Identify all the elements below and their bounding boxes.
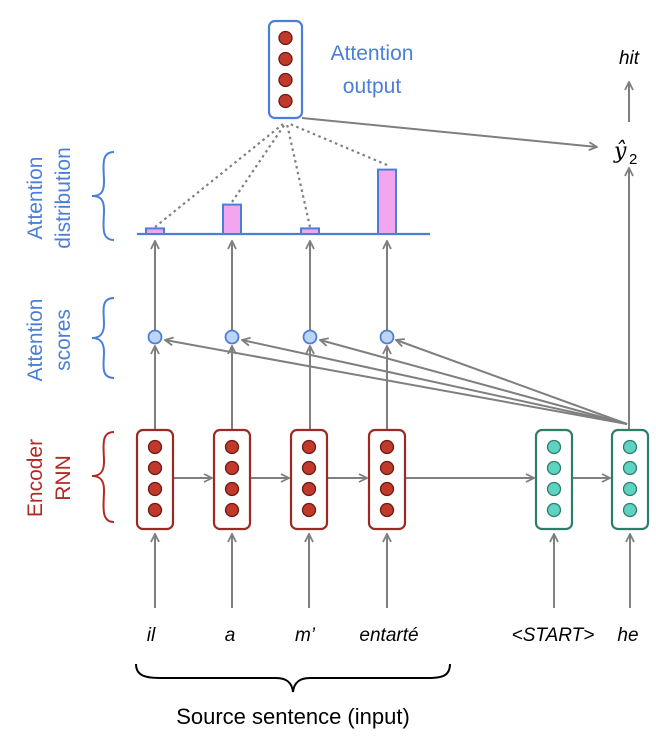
attention-output-unit: [278, 93, 293, 109]
encoder-unit: [379, 502, 395, 518]
encoder-unit: [147, 439, 163, 455]
output-word: hit: [619, 48, 640, 69]
attention-score-nodes: [147, 329, 395, 345]
attention-scores-label-line1: Attention: [24, 299, 47, 382]
encoder-hidden-state-frame: [135, 428, 175, 531]
decoder-input-word: <START>: [512, 625, 595, 646]
attention-distribution-label-line1: Attention: [24, 157, 47, 240]
attention-distribution-bar: [300, 227, 320, 235]
encoder-hidden-states: [135, 428, 407, 531]
decoder-hidden-state: [610, 428, 650, 531]
decoder-unit: [622, 460, 638, 476]
attention-output-label-line2: output: [343, 75, 402, 98]
source-word: il: [147, 625, 156, 646]
encoder-unit: [224, 502, 240, 518]
encoder-hidden-state: [367, 428, 407, 531]
attention-output-box: [267, 19, 304, 120]
input-arrows: [155, 534, 630, 608]
decoder-unit: [622, 481, 638, 497]
encoder-unit: [147, 460, 163, 476]
attention-output-label-line1: Attention: [331, 42, 414, 65]
decoder-hidden-state: [534, 428, 574, 531]
attention-scores-label-line2: scores: [52, 309, 75, 371]
encoder-hidden-state: [135, 428, 175, 531]
decoder-unit: [546, 502, 562, 518]
decoder-unit: [546, 481, 562, 497]
encoder-unit: [147, 502, 163, 518]
attention-score-node: [379, 329, 395, 345]
weighting-line: [231, 123, 286, 203]
attention-distribution-label-line2: distribution: [52, 147, 75, 249]
attention-output-unit: [278, 30, 293, 46]
encoder-rnn-label-line2: RNN: [52, 455, 75, 501]
attention-scores-brace: [91, 297, 115, 379]
attention-output-frame: [267, 19, 304, 120]
attention-output-unit: [278, 51, 293, 67]
attention-output-unit: [278, 72, 293, 88]
attention-distribution-label: Attention distribution: [24, 147, 75, 249]
attention-distribution-bars: [145, 168, 397, 236]
source-word: a: [225, 625, 236, 646]
encoder-hidden-state-frame: [289, 428, 329, 531]
source-word: m’: [295, 625, 316, 646]
encoder-hidden-state: [289, 428, 329, 531]
decoder-input-word: he: [617, 625, 638, 646]
encoder-hidden-state-frame: [367, 428, 407, 531]
attention-score-node: [302, 329, 318, 345]
encoder-to-score-arrows: [155, 346, 387, 430]
weighting-line: [285, 123, 312, 228]
dot-product-arrow: [320, 340, 628, 425]
encoder-unit: [379, 439, 395, 455]
decoder-unit: [622, 502, 638, 518]
dot-product-arrow: [242, 340, 628, 425]
attention-output-to-prediction-arrow: [301, 117, 597, 147]
attention-distribution-bar: [222, 203, 242, 236]
encoder-unit: [301, 481, 317, 497]
attention-score-node: [224, 329, 240, 345]
attention-distribution-bar: [145, 227, 165, 235]
encoder-rnn-brace: [91, 431, 115, 523]
dot-product-arrow: [396, 340, 628, 425]
encoder-unit: [224, 481, 240, 497]
decoder-hidden-state-frame: [534, 428, 574, 531]
dot-product-arrow: [165, 340, 628, 425]
decoder-to-score-arrows: [165, 340, 628, 425]
encoder-unit: [379, 460, 395, 476]
attention-weighting-lines: [154, 122, 388, 228]
encoder-unit: [147, 481, 163, 497]
encoder-hidden-state-frame: [212, 428, 252, 531]
prediction-symbol: ŷ: [613, 139, 627, 164]
source-sentence-brace: [135, 663, 451, 693]
score-to-distribution-arrows: [155, 241, 387, 330]
decoder-unit: [546, 460, 562, 476]
encoder-hidden-state: [212, 428, 252, 531]
attention-score-node: [147, 329, 163, 345]
encoder-rnn-label: Encoder RNN: [24, 439, 75, 517]
weighting-line: [289, 122, 388, 167]
source-sentence-label: Source sentence (input): [176, 704, 410, 729]
encoder-unit: [224, 439, 240, 455]
encoder-rnn-label-line1: Encoder: [24, 439, 47, 517]
encoder-unit: [301, 460, 317, 476]
source-word: entarté: [359, 625, 418, 646]
weighting-line: [154, 123, 284, 228]
attention-distribution-brace: [91, 151, 115, 241]
decoder-unit: [546, 439, 562, 455]
prediction-subscript: 2: [629, 151, 637, 168]
encoder-unit: [379, 481, 395, 497]
decoder-hidden-states: [534, 428, 650, 531]
decoder-unit: [622, 439, 638, 455]
attention-distribution-bar: [377, 168, 397, 236]
encoder-unit: [224, 460, 240, 476]
encoder-unit: [301, 502, 317, 518]
decoder-hidden-state-frame: [610, 428, 650, 531]
encoder-unit: [301, 439, 317, 455]
attention-scores-label: Attention scores: [24, 299, 75, 382]
